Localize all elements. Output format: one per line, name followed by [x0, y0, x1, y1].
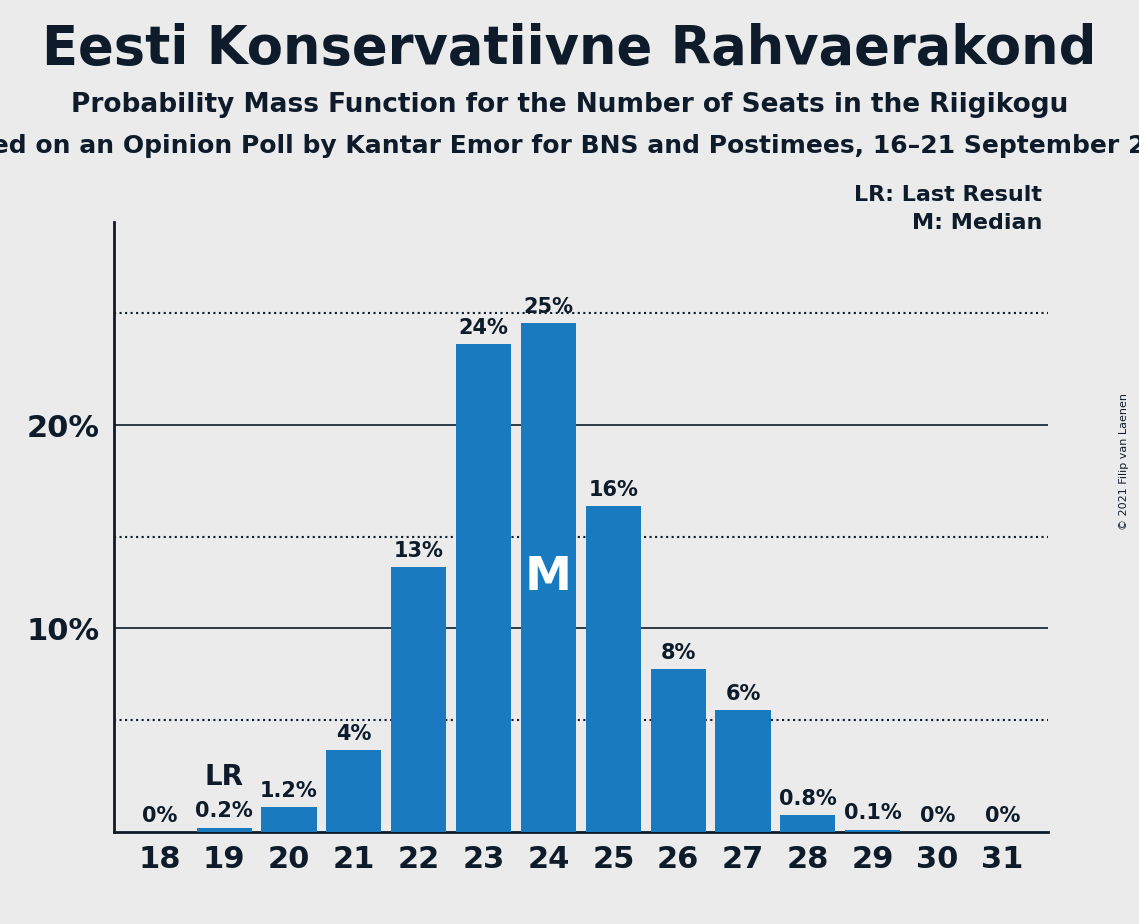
Text: LR: LR: [205, 763, 244, 791]
Text: 25%: 25%: [524, 298, 573, 317]
Text: 6%: 6%: [726, 684, 761, 703]
Bar: [391, 567, 446, 832]
Bar: [845, 830, 900, 832]
Bar: [521, 323, 576, 832]
Text: Based on an Opinion Poll by Kantar Emor for BNS and Postimees, 16–21 September 2: Based on an Opinion Poll by Kantar Emor …: [0, 134, 1139, 158]
Text: 0%: 0%: [920, 806, 956, 825]
Text: 13%: 13%: [394, 541, 444, 561]
Text: 24%: 24%: [459, 318, 508, 337]
Text: 0.1%: 0.1%: [844, 804, 902, 823]
Text: © 2021 Filip van Laenen: © 2021 Filip van Laenen: [1120, 394, 1129, 530]
Bar: [650, 669, 706, 832]
Bar: [262, 808, 317, 832]
Text: 0%: 0%: [985, 806, 1021, 825]
Text: 1.2%: 1.2%: [260, 781, 318, 801]
Text: Eesti Konservatiivne Rahvaerakond: Eesti Konservatiivne Rahvaerakond: [42, 23, 1097, 75]
Bar: [715, 710, 771, 832]
Text: 8%: 8%: [661, 643, 696, 663]
Text: 0.8%: 0.8%: [779, 789, 837, 809]
Bar: [585, 506, 641, 832]
Bar: [780, 815, 836, 832]
Text: Probability Mass Function for the Number of Seats in the Riigikogu: Probability Mass Function for the Number…: [71, 92, 1068, 118]
Bar: [197, 828, 252, 832]
Bar: [326, 750, 382, 832]
Bar: [456, 344, 511, 832]
Text: M: M: [525, 555, 572, 600]
Text: LR: Last Result: LR: Last Result: [854, 185, 1042, 205]
Text: 0%: 0%: [141, 806, 177, 825]
Text: 0.2%: 0.2%: [195, 801, 253, 821]
Text: M: Median: M: Median: [912, 213, 1042, 233]
Text: 4%: 4%: [336, 724, 371, 744]
Text: 16%: 16%: [589, 480, 638, 500]
